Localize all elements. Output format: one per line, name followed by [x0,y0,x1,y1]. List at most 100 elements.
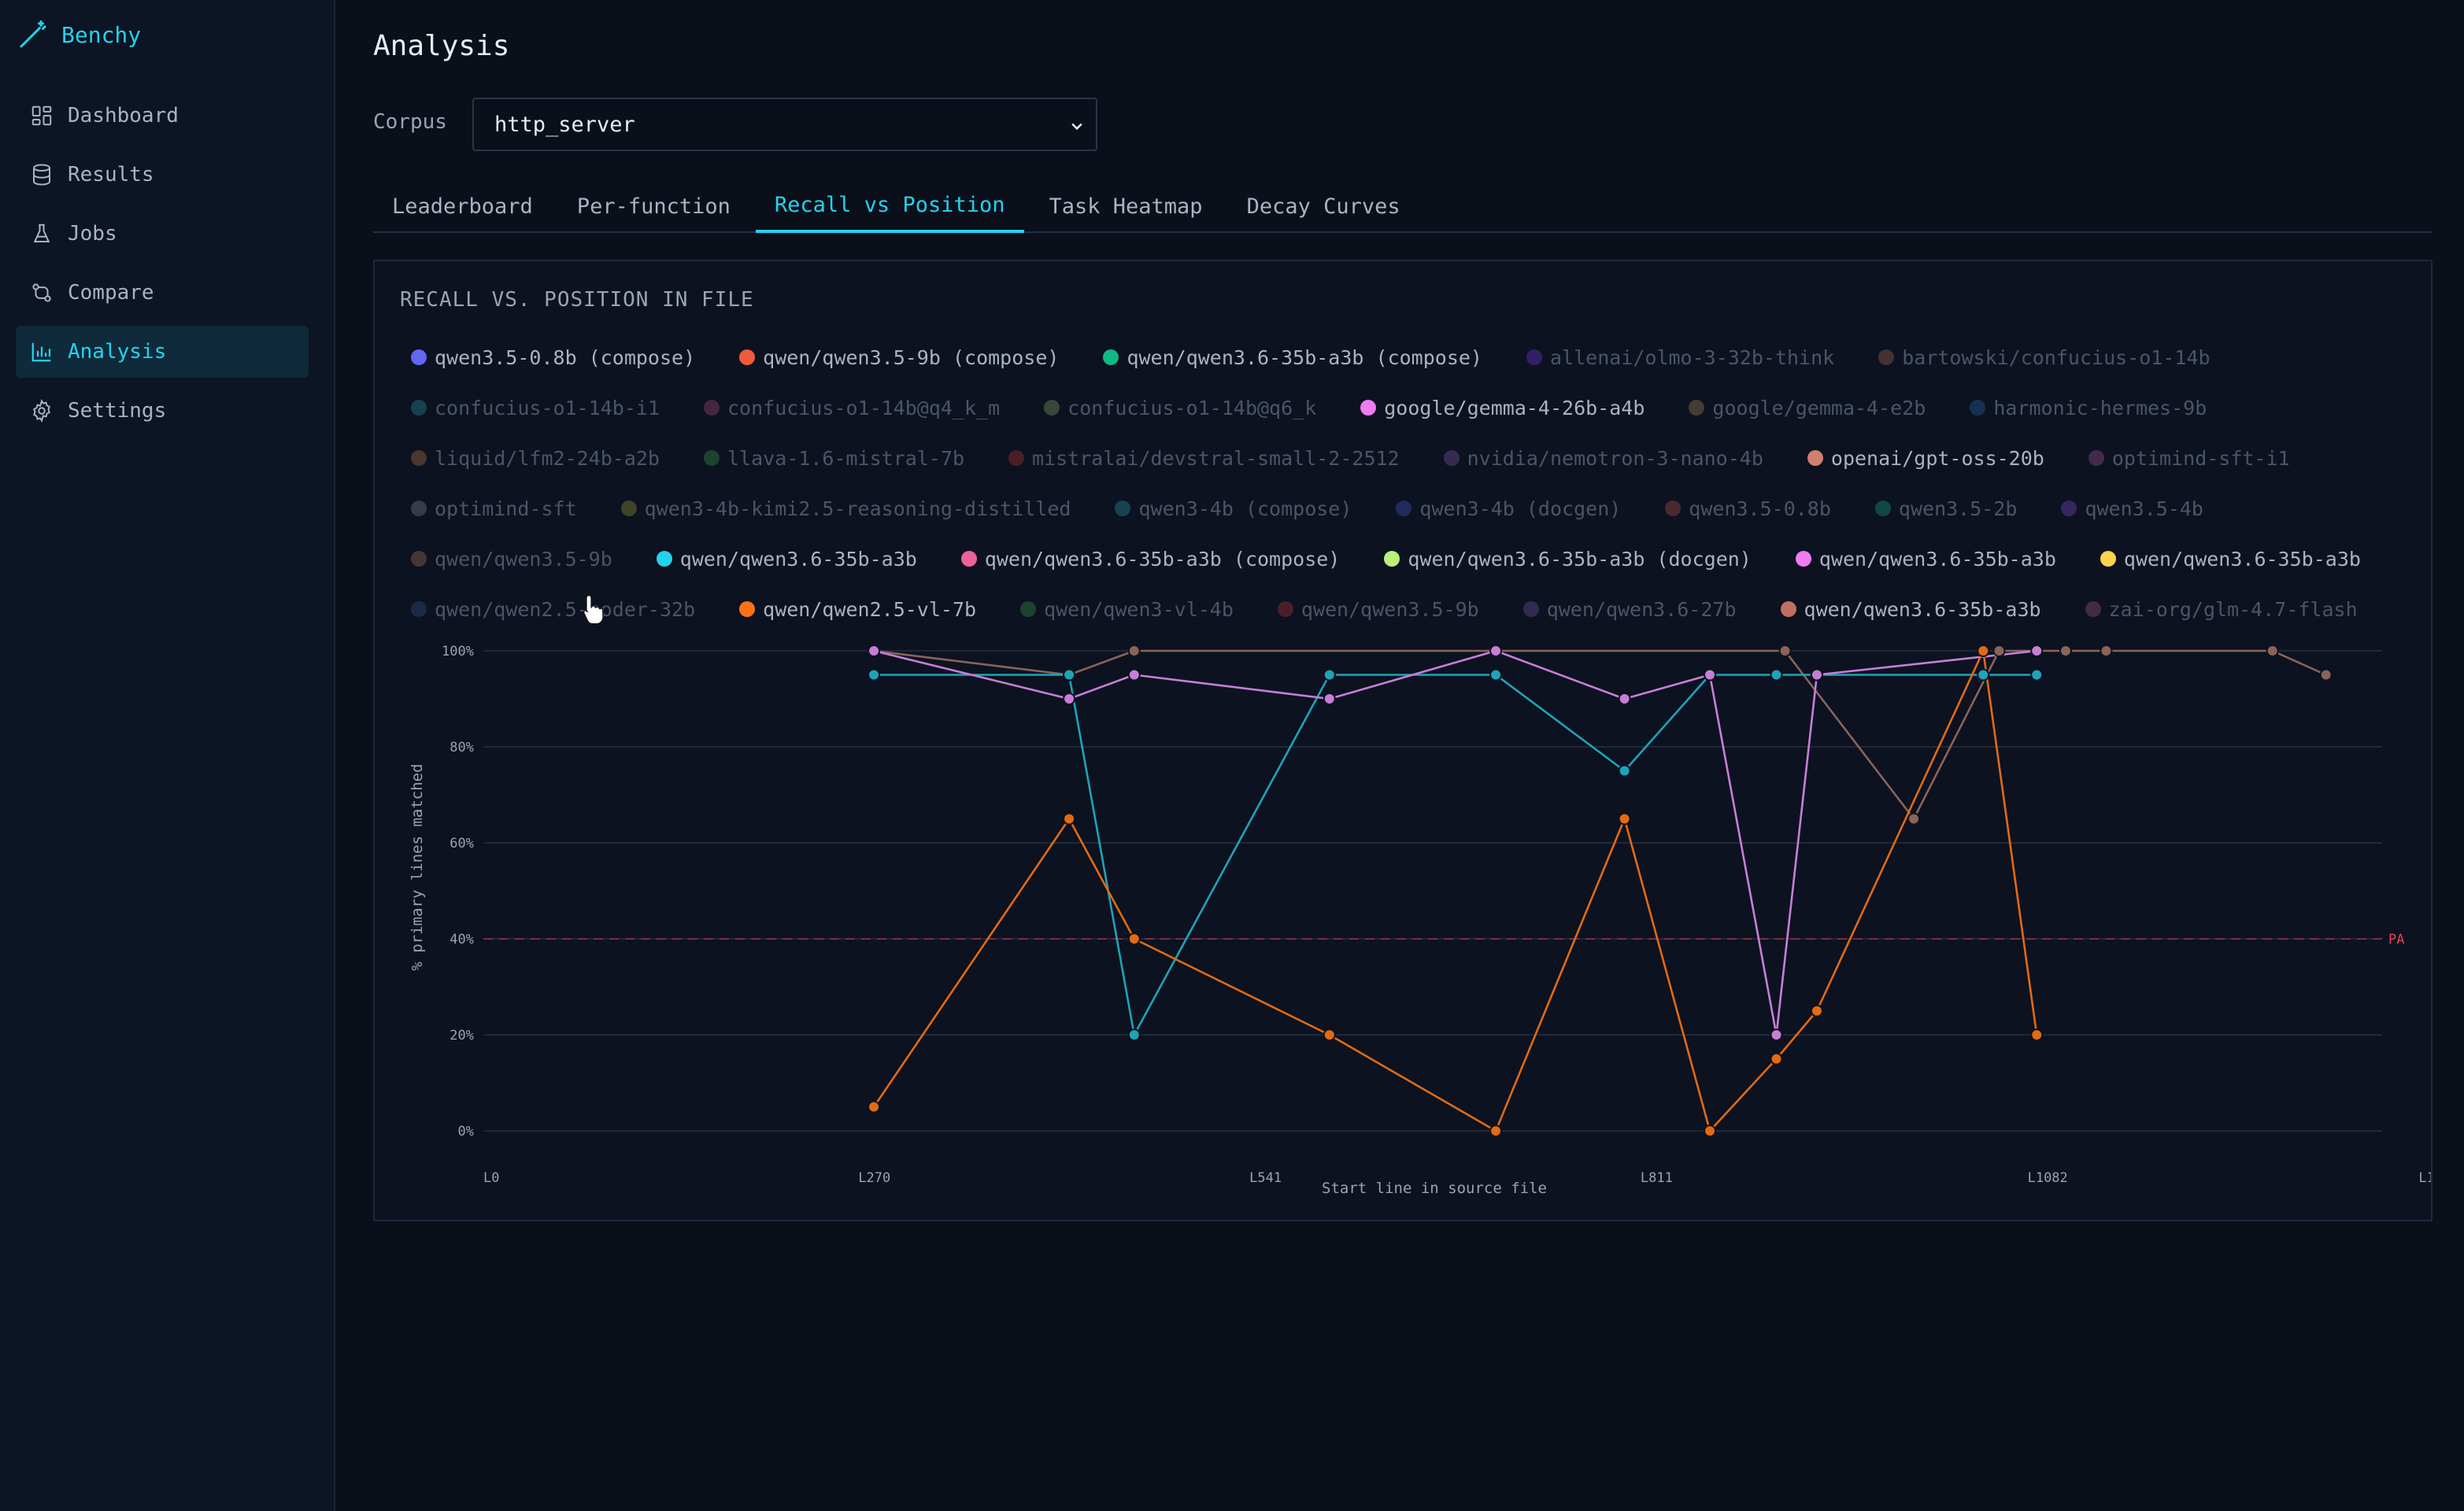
sidebar-item-label: Compare [68,281,154,305]
x-tick-label: L1352 [2418,1170,2431,1186]
sidebar-nav: Dashboard Results Jobs Compare Anal [16,90,309,444]
series-line [873,649,2037,1036]
legend-item[interactable]: optimind-sft-i1 [2088,433,2290,483]
data-point [1704,1125,1717,1137]
legend-item[interactable]: qwen/qwen3.6-35b-a3b [2100,534,2361,584]
legend-item[interactable]: nvidia/nemotron-3-nano-4b [1443,433,1763,483]
legend-label: qwen/qwen2.5-vl-7b [763,597,977,621]
data-point [868,668,881,682]
legend-label: qwen/qwen3.6-35b-a3b [2123,547,2361,571]
data-point [1323,1029,1336,1041]
legend-item[interactable]: qwen3.5-4b [2061,483,2203,534]
legend-item[interactable]: qwen/qwen3.5-9b (compose) [739,332,1059,382]
x-axis-label: Start line in source file [1322,1180,1547,1197]
legend-label: confucius-o1-14b@q6_k [1067,396,1317,419]
legend-item[interactable]: qwen/qwen3.6-35b-a3b [1780,584,2041,634]
legend-label: qwen3-4b (docgen) [1419,497,1622,520]
legend-swatch [1522,601,1539,617]
sidebar-item-dashboard[interactable]: Dashboard [16,90,309,142]
y-tick-label: 20% [450,1028,474,1044]
legend-label: qwen/qwen3.6-35b-a3b [679,547,917,571]
legend-item[interactable]: google/gemma-4-e2b [1689,382,1926,433]
legend-item[interactable]: qwen3-4b (compose) [1115,483,1352,534]
legend-label: qwen/qwen3.6-35b-a3b (compose) [1127,345,1482,369]
corpus-select[interactable]: http_server [472,98,1097,151]
legend-label: qwen/qwen3.6-35b-a3b [1804,597,2041,621]
legend-swatch [703,450,720,466]
legend-swatch [620,501,637,516]
legend-item[interactable]: allenai/olmo-3-32b-think [1526,332,1834,382]
legend-item[interactable]: zai-org/glm-4.7-flash [2085,584,2358,634]
legend-label: qwen3-4b-kimi2.5-reasoning-distilled [644,497,1071,520]
legend-item[interactable]: qwen3-4b (docgen) [1396,483,1621,534]
legend-item[interactable]: optimind-sft [411,483,577,534]
sidebar-item-jobs[interactable]: Jobs [16,208,309,260]
legend-label: qwen/qwen2.5-coder-32b [435,597,696,621]
legend-item[interactable]: qwen/qwen3.6-35b-a3b (docgen) [1384,534,1752,584]
legend-swatch [2061,501,2077,516]
legend-swatch [411,349,427,365]
legend-swatch [1044,400,1060,416]
sidebar-item-analysis[interactable]: Analysis [16,326,309,378]
legend-item[interactable]: harmonic-hermes-9b [1970,382,2207,433]
legend-item[interactable]: qwen/qwen3.6-35b-a3b (compose) [960,534,1340,584]
y-tick-label: 40% [450,932,474,948]
legend-item[interactable]: openai/gpt-oss-20b [1807,433,2044,483]
legend-label: optimind-sft-i1 [2111,446,2290,470]
tab-decay-curves[interactable]: Decay Curves [1246,194,1400,219]
data-point [2059,645,2072,657]
legend-item[interactable]: qwen/qwen3.6-35b-a3b [1795,534,2056,584]
data-point [1810,1004,1823,1018]
legend-swatch [1874,501,1891,516]
tab-per-function[interactable]: Per-function [576,194,731,219]
data-point [1127,645,1141,657]
x-tick-label: L811 [1641,1170,1673,1186]
legend-item[interactable]: qwen/qwen3-vl-4b [1020,584,1234,634]
legend-item[interactable]: qwen/qwen2.5-coder-32b [411,584,695,634]
legend-item[interactable]: qwen/qwen2.5-vl-7b [739,584,976,634]
legend-item[interactable]: qwen3.5-2b [1874,483,2017,534]
legend-item[interactable]: qwen/qwen3.5-9b [1277,584,1479,634]
legend-item[interactable]: qwen3-4b-kimi2.5-reasoning-distilled [620,483,1071,534]
git-compare-icon [32,283,51,302]
data-point [1323,693,1336,705]
brand[interactable]: Benchy [17,19,141,50]
legend-item[interactable]: qwen/qwen3.6-35b-a3b [656,534,917,584]
sidebar-item-results[interactable]: Results [16,149,309,201]
legend-label: qwen/qwen3-vl-4b [1044,597,1234,621]
legend-item[interactable]: qwen/qwen3.6-27b [1522,584,1737,634]
chart-panel: RECALL VS. POSITION IN FILE qwen3.5-0.8b… [373,260,2433,1221]
data-point [1063,693,1076,705]
data-point [1977,645,1990,657]
legend-item[interactable]: confucius-o1-14b-i1 [411,382,660,433]
legend-label: google/gemma-4-e2b [1712,396,1926,419]
legend-label: qwen/qwen3.5-9b [435,547,612,571]
sidebar-item-compare[interactable]: Compare [16,267,309,319]
y-tick-label: 0% [458,1124,474,1140]
tab-leaderboard[interactable]: Leaderboard [392,194,533,219]
legend-item[interactable]: confucius-o1-14b@q6_k [1044,382,1316,433]
legend-item[interactable]: qwen/qwen3.5-9b [411,534,612,584]
data-point [868,1100,881,1114]
legend-swatch [1115,501,1131,516]
tab-recall-vs-position[interactable]: Recall vs Position [755,179,1024,233]
series-line [872,649,2038,1132]
tab-task-heatmap[interactable]: Task Heatmap [1049,194,1203,219]
legend-item[interactable]: liquid/lfm2-24b-a2b [411,433,660,483]
data-point [1489,645,1503,657]
sidebar-item-settings[interactable]: Settings [16,385,309,437]
wand-icon [20,20,46,48]
legend-item[interactable]: qwen3.5-0.8b (compose) [411,332,695,382]
legend-label: harmonic-hermes-9b [1993,396,2207,419]
legend-item[interactable]: mistralai/devstral-small-2-2512 [1008,433,1400,483]
legend-item[interactable]: bartowski/confucius-o1-14b [1878,332,2211,382]
legend-item[interactable]: llava-1.6-mistral-7b [703,433,965,483]
data-point [1618,764,1631,778]
data-point [1127,1029,1141,1041]
legend-label: llava-1.6-mistral-7b [727,446,965,470]
legend-item[interactable]: qwen/qwen3.6-35b-a3b (compose) [1103,332,1482,382]
legend-label: qwen3.5-0.8b (compose) [435,345,696,369]
legend-item[interactable]: google/gemma-4-26b-a4b [1360,382,1645,433]
legend-item[interactable]: qwen3.5-0.8b [1665,483,1831,534]
legend-item[interactable]: confucius-o1-14b@q4_k_m [703,382,1000,433]
